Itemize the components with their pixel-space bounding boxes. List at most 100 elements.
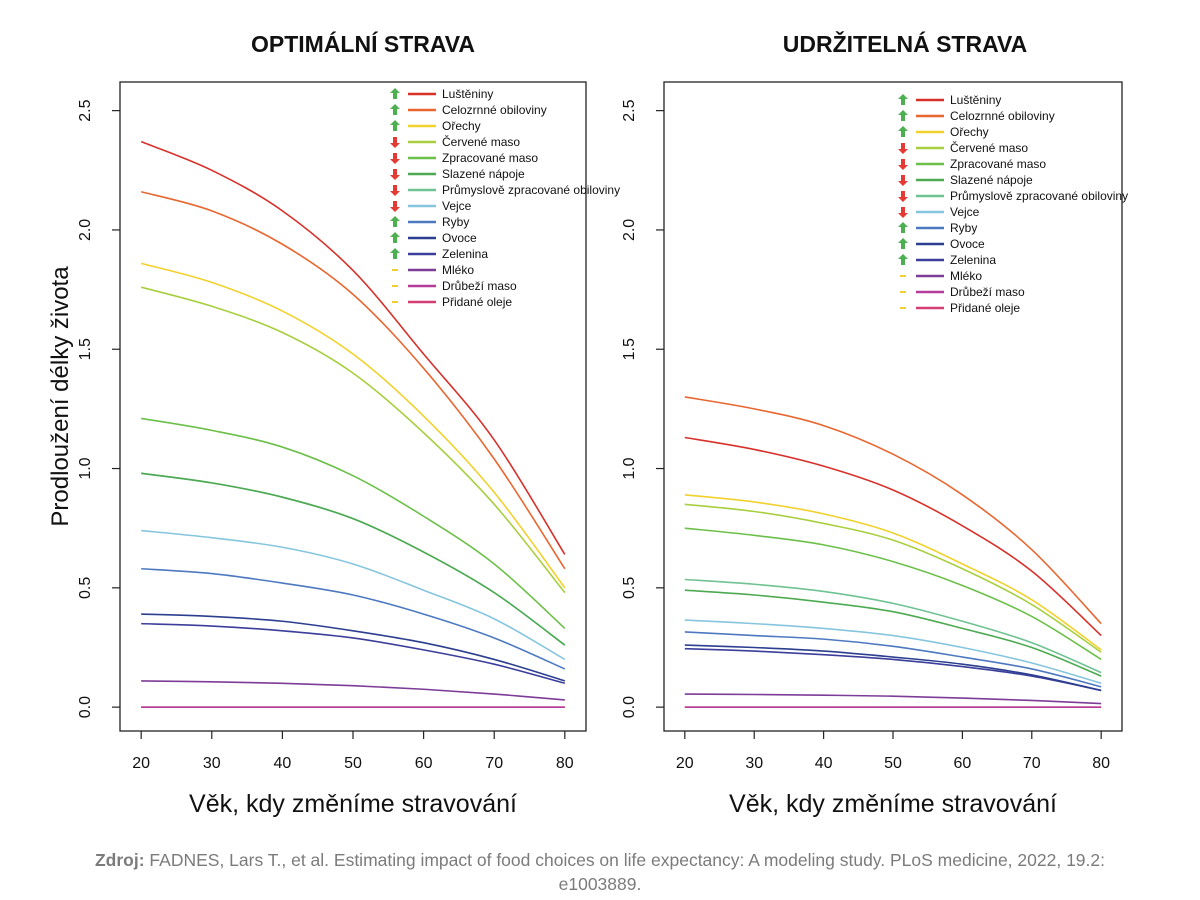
- legend-label: Přidané oleje: [442, 295, 512, 309]
- arrow-up-icon: [390, 88, 400, 99]
- x-tick-label: 20: [676, 755, 694, 772]
- legend-label: Červené maso: [950, 140, 1028, 155]
- series-line: [140, 190, 566, 570]
- x-tick-label: 60: [415, 755, 433, 772]
- series-line: [684, 527, 1102, 661]
- y-tick-label: 2.0: [621, 219, 638, 241]
- series-line: [684, 693, 1102, 705]
- y-tick-label: 0.0: [621, 696, 638, 718]
- series-line: [141, 613, 566, 682]
- legend-label: Slazené nápoje: [950, 173, 1033, 187]
- x-tick-label: 70: [485, 755, 503, 772]
- legend-label: Luštěniny: [950, 93, 1001, 107]
- series-line: [684, 631, 1102, 688]
- series-line: [140, 140, 566, 555]
- arrow-up-icon: [390, 248, 400, 259]
- legend-label: Červené maso: [442, 134, 520, 149]
- x-tick-label: 50: [344, 755, 362, 772]
- series-line: [684, 589, 1102, 677]
- arrow-up-icon: [898, 110, 908, 121]
- y-tick-label: 2.5: [77, 99, 94, 121]
- series-line: [684, 396, 1102, 625]
- legend-label: Průmyslově zpracované obiloviny: [442, 183, 620, 197]
- x-tick-label: 40: [273, 755, 291, 772]
- arrow-up-icon: [898, 238, 908, 249]
- legend-label: Zelenina: [950, 253, 996, 267]
- x-tick-label: 20: [132, 755, 150, 772]
- arrow-up-icon: [390, 120, 400, 131]
- series-line: [141, 680, 565, 701]
- y-tick-label: 1.0: [621, 457, 638, 479]
- arrow-up-icon: [390, 216, 400, 227]
- series-line: [141, 472, 566, 646]
- x-tick-label: 80: [1092, 755, 1110, 772]
- legend: Luštěniny Celozrnné obiloviny OřechyČerven…: [898, 93, 1128, 315]
- legend-label: Zelenina: [442, 247, 488, 261]
- series-lines: [140, 140, 566, 708]
- series-line: [141, 622, 566, 685]
- series-line: [684, 578, 1102, 674]
- arrow-down-icon: [390, 137, 400, 148]
- arrow-down-icon: [898, 175, 908, 186]
- y-tick-label: 0.0: [77, 696, 94, 718]
- legend-label: Mléko: [950, 269, 982, 283]
- y-tick-label: 2.0: [77, 219, 94, 241]
- legend-label: Mléko: [442, 263, 474, 277]
- arrow-up-icon: [898, 94, 908, 105]
- arrow-up-icon: [898, 126, 908, 137]
- legend-label: Celozrnné obiloviny: [950, 109, 1055, 123]
- arrow-down-icon: [390, 185, 400, 196]
- y-tick-label: 0.5: [77, 577, 94, 599]
- legend-label: Drůbeží maso: [950, 285, 1025, 299]
- source-label: Zdroj:: [94, 850, 145, 870]
- series-line: [140, 286, 566, 594]
- legend-label: Ovoce: [442, 231, 477, 245]
- legend-label: Zpracované maso: [442, 151, 538, 165]
- series-lines: [684, 396, 1102, 708]
- arrow-down-icon: [390, 153, 400, 164]
- legend-label: Slazené nápoje: [442, 167, 525, 181]
- legend-label: Ořechy: [950, 125, 989, 139]
- chart-title: OPTIMÁLNÍ STRAVA: [251, 30, 475, 57]
- legend-label: Ryby: [950, 221, 977, 235]
- x-tick-label: 80: [556, 755, 574, 772]
- source-citation: FADNES, Lars T., et al. Estimating impac…: [144, 850, 1105, 894]
- legend-label: Vejce: [950, 205, 980, 219]
- y-tick-label: 1.5: [621, 338, 638, 360]
- y-tick-label: 1.0: [77, 457, 94, 479]
- legend-label: Zpracované maso: [950, 157, 1046, 171]
- series-line: [140, 262, 566, 589]
- x-tick-label: 40: [815, 755, 833, 772]
- series-line: [684, 647, 1102, 692]
- chart-panel-1: OPTIMÁLNÍ STRAVA 20 30 40 50 60 70 80 0.0 0.5 1.0 1…: [47, 30, 620, 818]
- legend-label: Luštěniny: [442, 87, 493, 101]
- source-caption: Zdroj: FADNES, Lars T., et al. Estimatin…: [60, 848, 1140, 896]
- arrow-down-icon: [898, 207, 908, 218]
- y-axis-title: Prodloužení délky života: [47, 266, 74, 527]
- series-line: [684, 644, 1102, 692]
- legend-label: Drůbeží maso: [442, 279, 517, 293]
- series-line: [684, 436, 1102, 637]
- y-tick-label: 1.5: [77, 338, 94, 360]
- x-tick-label: 50: [884, 755, 902, 772]
- legend-label: Ovoce: [950, 237, 985, 251]
- x-tick-label: 30: [203, 755, 221, 772]
- series-line: [684, 619, 1102, 685]
- series-line: [141, 472, 566, 646]
- series-line: [141, 529, 566, 661]
- arrow-down-icon: [898, 159, 908, 170]
- x-tick-label: 30: [745, 755, 763, 772]
- x-axis-title: Věk, kdy změníme stravování: [729, 790, 1057, 818]
- series-line: [684, 493, 1102, 651]
- legend-label: Celozrnné obiloviny: [442, 103, 547, 117]
- series-line: [141, 417, 566, 629]
- arrow-down-icon: [390, 201, 400, 212]
- legend-label: Vejce: [442, 199, 472, 213]
- arrow-up-icon: [390, 232, 400, 243]
- series-line: [684, 503, 1102, 653]
- arrow-up-icon: [390, 104, 400, 115]
- arrow-down-icon: [898, 191, 908, 202]
- arrow-up-icon: [898, 222, 908, 233]
- legend: Luštěniny Celozrnné obiloviny OřechyČerven…: [390, 87, 620, 309]
